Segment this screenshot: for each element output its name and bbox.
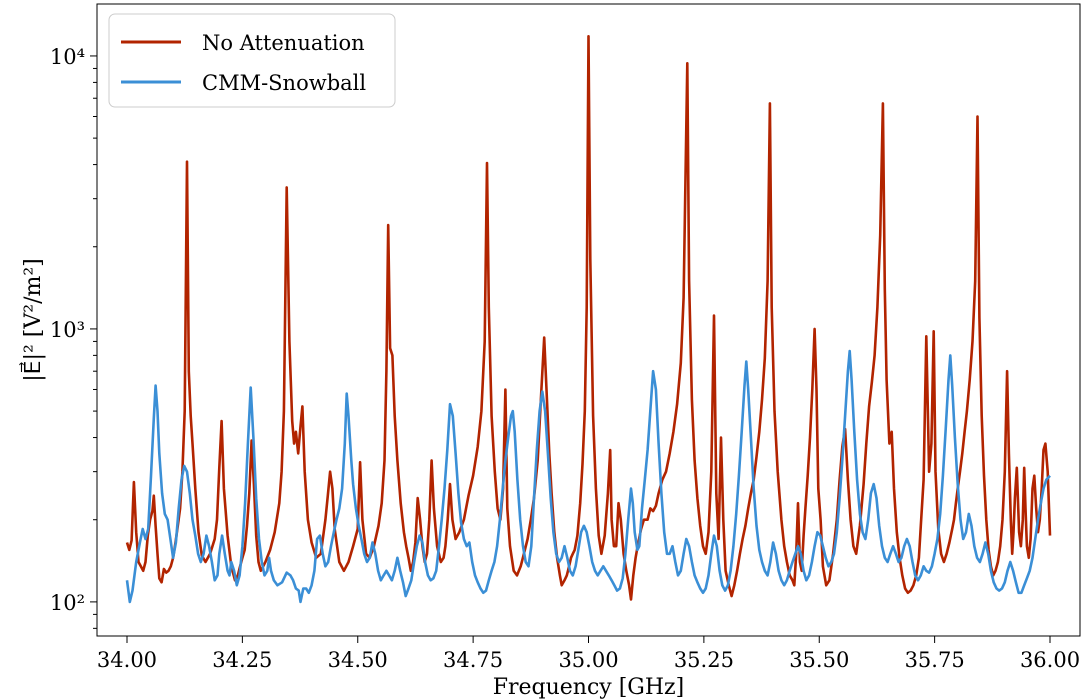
y-tick-label: 10⁴ <box>50 45 85 69</box>
x-tick-label: 35.00 <box>558 648 618 672</box>
x-tick-label: 34.25 <box>212 648 272 672</box>
x-axis: 34.00 34.25 34.50 34.75 35.00 35.25 35.50 35.75… <box>97 636 1080 672</box>
x-tick-label: 35.50 <box>789 648 849 672</box>
y-axis-label: |E⃗|² [V²/m²] <box>19 258 46 382</box>
x-tick-label: 34.50 <box>328 648 388 672</box>
y-tick-label: 10² <box>50 591 85 615</box>
y-axis: 10² 10³ 10⁴ <box>50 45 97 629</box>
x-tick-label: 36.00 <box>1020 648 1080 672</box>
series-line-no-attenuation <box>125 35 1052 601</box>
legend: No Attenuation CMM-Snowball <box>108 13 396 108</box>
x-tick-label: 35.25 <box>674 648 734 672</box>
x-axis-label: Frequency [GHz] <box>493 675 685 700</box>
x-tick-label: 34.75 <box>443 648 503 672</box>
legend-box <box>108 13 396 108</box>
x-tick-label: 34.00 <box>97 648 157 672</box>
legend-label-no-attenuation: No Attenuation <box>202 31 365 55</box>
y-tick-label: 10³ <box>50 318 85 342</box>
legend-label-cmm-snowball: CMM-Snowball <box>202 71 366 95</box>
series-line-cmm-snowball <box>125 349 1051 604</box>
x-tick-label: 35.75 <box>905 648 965 672</box>
plot-lines <box>125 35 1052 604</box>
